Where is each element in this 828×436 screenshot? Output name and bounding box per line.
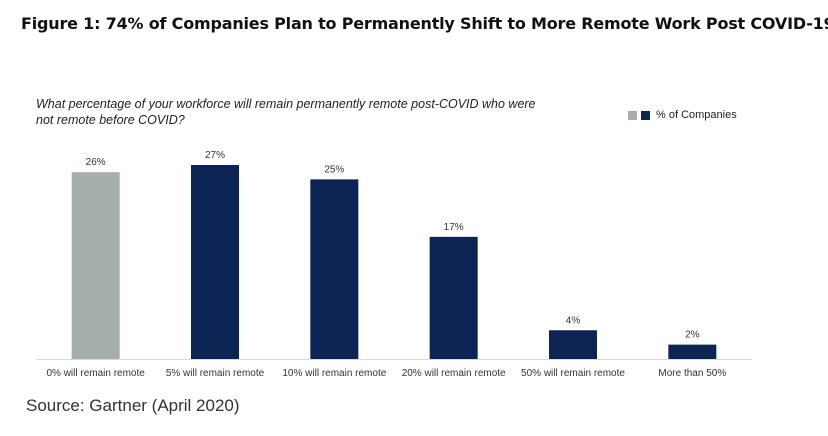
legend-label: % of Companies bbox=[656, 109, 737, 121]
x-tick-label-2: 10% will remain remote bbox=[282, 368, 386, 379]
data-label-4: 4% bbox=[566, 315, 581, 326]
x-tick-label-1: 5% will remain remote bbox=[166, 368, 265, 379]
bar-2 bbox=[310, 179, 359, 359]
x-tick-label-0: 0% will remain remote bbox=[46, 368, 145, 379]
data-label-0: 26% bbox=[86, 157, 106, 168]
bar-0 bbox=[71, 172, 120, 359]
figure-title: Figure 1: 74% of Companies Plan to Perma… bbox=[21, 14, 828, 33]
chart-title: What percentage of your workforce will r… bbox=[36, 97, 536, 127]
bar-1 bbox=[191, 165, 239, 359]
bar-5 bbox=[668, 344, 717, 359]
data-label-3: 17% bbox=[444, 222, 464, 233]
bar-4 bbox=[549, 330, 597, 359]
data-label-2: 25% bbox=[324, 164, 344, 175]
bar-3 bbox=[429, 236, 478, 359]
legend-swatch-navy bbox=[641, 110, 650, 120]
bar-chart: 26% 0% will remain remote 27% 5% will remai… bbox=[36, 150, 752, 379]
x-tick-label-3: 20% will remain remote bbox=[402, 368, 506, 379]
chart-legend: % of Companies bbox=[628, 108, 737, 122]
x-tick-label-5: More than 50% bbox=[658, 368, 726, 379]
legend-swatch-gray bbox=[628, 110, 637, 120]
x-tick-label-4: 50% will remain remote bbox=[521, 368, 625, 379]
data-label-1: 27% bbox=[205, 150, 225, 161]
data-label-5: 2% bbox=[685, 330, 700, 341]
source-note: Source: Gartner (April 2020) bbox=[26, 396, 240, 415]
